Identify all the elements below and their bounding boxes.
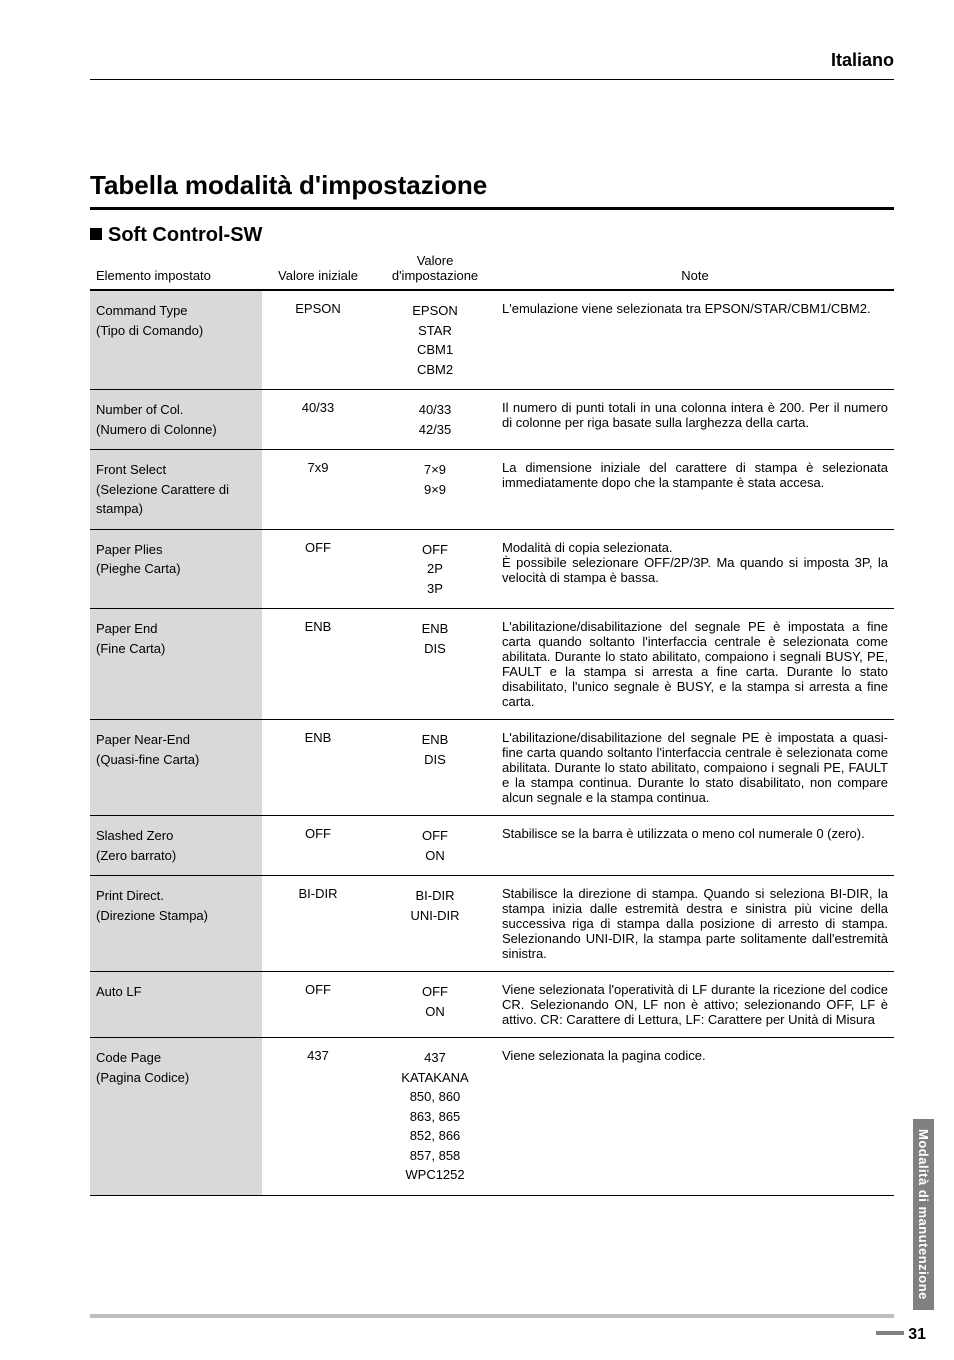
col-header-value-line1: Valore	[417, 253, 454, 268]
cell-item: Paper Near-End(Quasi-fine Carta)	[90, 720, 262, 816]
table-row: Auto LFOFFOFFONViene selezionata l'opera…	[90, 972, 894, 1038]
side-tab: Modalità di manutenzione	[913, 1119, 934, 1310]
cell-item: Print Direct.(Direzione Stampa)	[90, 876, 262, 972]
main-title: Tabella modalità d'impostazione	[90, 170, 894, 201]
col-header-value: Valore d'impostazione	[374, 251, 496, 290]
cell-item: Command Type(Tipo di Comando)	[90, 290, 262, 390]
cell-values: BI-DIRUNI-DIR	[374, 876, 496, 972]
col-header-value-line2: d'impostazione	[392, 268, 478, 283]
table-row: Slashed Zero(Zero barrato)OFFOFFONStabil…	[90, 816, 894, 876]
cell-note: Viene selezionata l'operatività di LF du…	[496, 972, 894, 1038]
cell-initial: OFF	[262, 529, 374, 609]
cell-note: Modalità di copia selezionata.È possibil…	[496, 529, 894, 609]
cell-values: 40/3342/35	[374, 390, 496, 450]
section-title-text: Soft Control-SW	[108, 224, 262, 246]
cell-note: Stabilisce se la barra è utilizzata o me…	[496, 816, 894, 876]
cell-initial: EPSON	[262, 290, 374, 390]
table-row: Paper Near-End(Quasi-fine Carta)ENBENBDI…	[90, 720, 894, 816]
cell-note: La dimensione iniziale del carattere di …	[496, 450, 894, 530]
cell-note: Il numero di punti totali in una colonna…	[496, 390, 894, 450]
cell-initial: OFF	[262, 816, 374, 876]
cell-note: L'abilitazione/disabilitazione del segna…	[496, 720, 894, 816]
section-title: Soft Control-SW	[90, 224, 894, 247]
table-row: Print Direct.(Direzione Stampa)BI-DIRBI-…	[90, 876, 894, 972]
cell-values: OFFON	[374, 972, 496, 1038]
table-header-row: Elemento impostato Valore iniziale Valor…	[90, 251, 894, 290]
cell-initial: OFF	[262, 972, 374, 1038]
cell-item: Auto LF	[90, 972, 262, 1038]
cell-initial: BI-DIR	[262, 876, 374, 972]
footer-line	[90, 1314, 894, 1318]
cell-values: ENBDIS	[374, 609, 496, 720]
cell-initial: 40/33	[262, 390, 374, 450]
col-header-note: Note	[496, 251, 894, 290]
cell-values: OFFON	[374, 816, 496, 876]
cell-note: Viene selezionata la pagina codice.	[496, 1038, 894, 1196]
cell-note: L'emulazione viene selezionata tra EPSON…	[496, 290, 894, 390]
square-bullet-icon	[90, 228, 102, 240]
cell-initial: 437	[262, 1038, 374, 1196]
page-number: 31	[876, 1326, 926, 1344]
table-row: Code Page(Pagina Codice)437437KATAKANA85…	[90, 1038, 894, 1196]
page-number-bar	[876, 1331, 904, 1335]
cell-values: OFF2P3P	[374, 529, 496, 609]
table-row: Paper Plies(Pieghe Carta)OFFOFF2P3PModal…	[90, 529, 894, 609]
cell-item: Paper Plies(Pieghe Carta)	[90, 529, 262, 609]
cell-values: EPSONSTARCBM1CBM2	[374, 290, 496, 390]
col-header-item: Elemento impostato	[90, 251, 262, 290]
cell-note: L'abilitazione/disabilitazione del segna…	[496, 609, 894, 720]
table-row: Command Type(Tipo di Comando)EPSONEPSONS…	[90, 290, 894, 390]
table-row: Number of Col.(Numero di Colonne)40/3340…	[90, 390, 894, 450]
table-row: Paper End(Fine Carta)ENBENBDISL'abilitaz…	[90, 609, 894, 720]
language-label: Italiano	[90, 50, 894, 80]
cell-values: 437KATAKANA850, 860863, 865852, 866857, …	[374, 1038, 496, 1196]
col-header-initial: Valore iniziale	[262, 251, 374, 290]
cell-item: Number of Col.(Numero di Colonne)	[90, 390, 262, 450]
settings-table: Elemento impostato Valore iniziale Valor…	[90, 251, 894, 1196]
cell-item: Slashed Zero(Zero barrato)	[90, 816, 262, 876]
cell-values: ENBDIS	[374, 720, 496, 816]
cell-item: Code Page(Pagina Codice)	[90, 1038, 262, 1196]
table-row: Front Select(Selezione Carattere di stam…	[90, 450, 894, 530]
title-underline	[90, 207, 894, 210]
cell-initial: 7x9	[262, 450, 374, 530]
cell-initial: ENB	[262, 609, 374, 720]
cell-item: Paper End(Fine Carta)	[90, 609, 262, 720]
page-number-text: 31	[908, 1326, 926, 1343]
cell-note: Stabilisce la direzione di stampa. Quand…	[496, 876, 894, 972]
cell-initial: ENB	[262, 720, 374, 816]
cell-item: Front Select(Selezione Carattere di stam…	[90, 450, 262, 530]
cell-values: 7×99×9	[374, 450, 496, 530]
